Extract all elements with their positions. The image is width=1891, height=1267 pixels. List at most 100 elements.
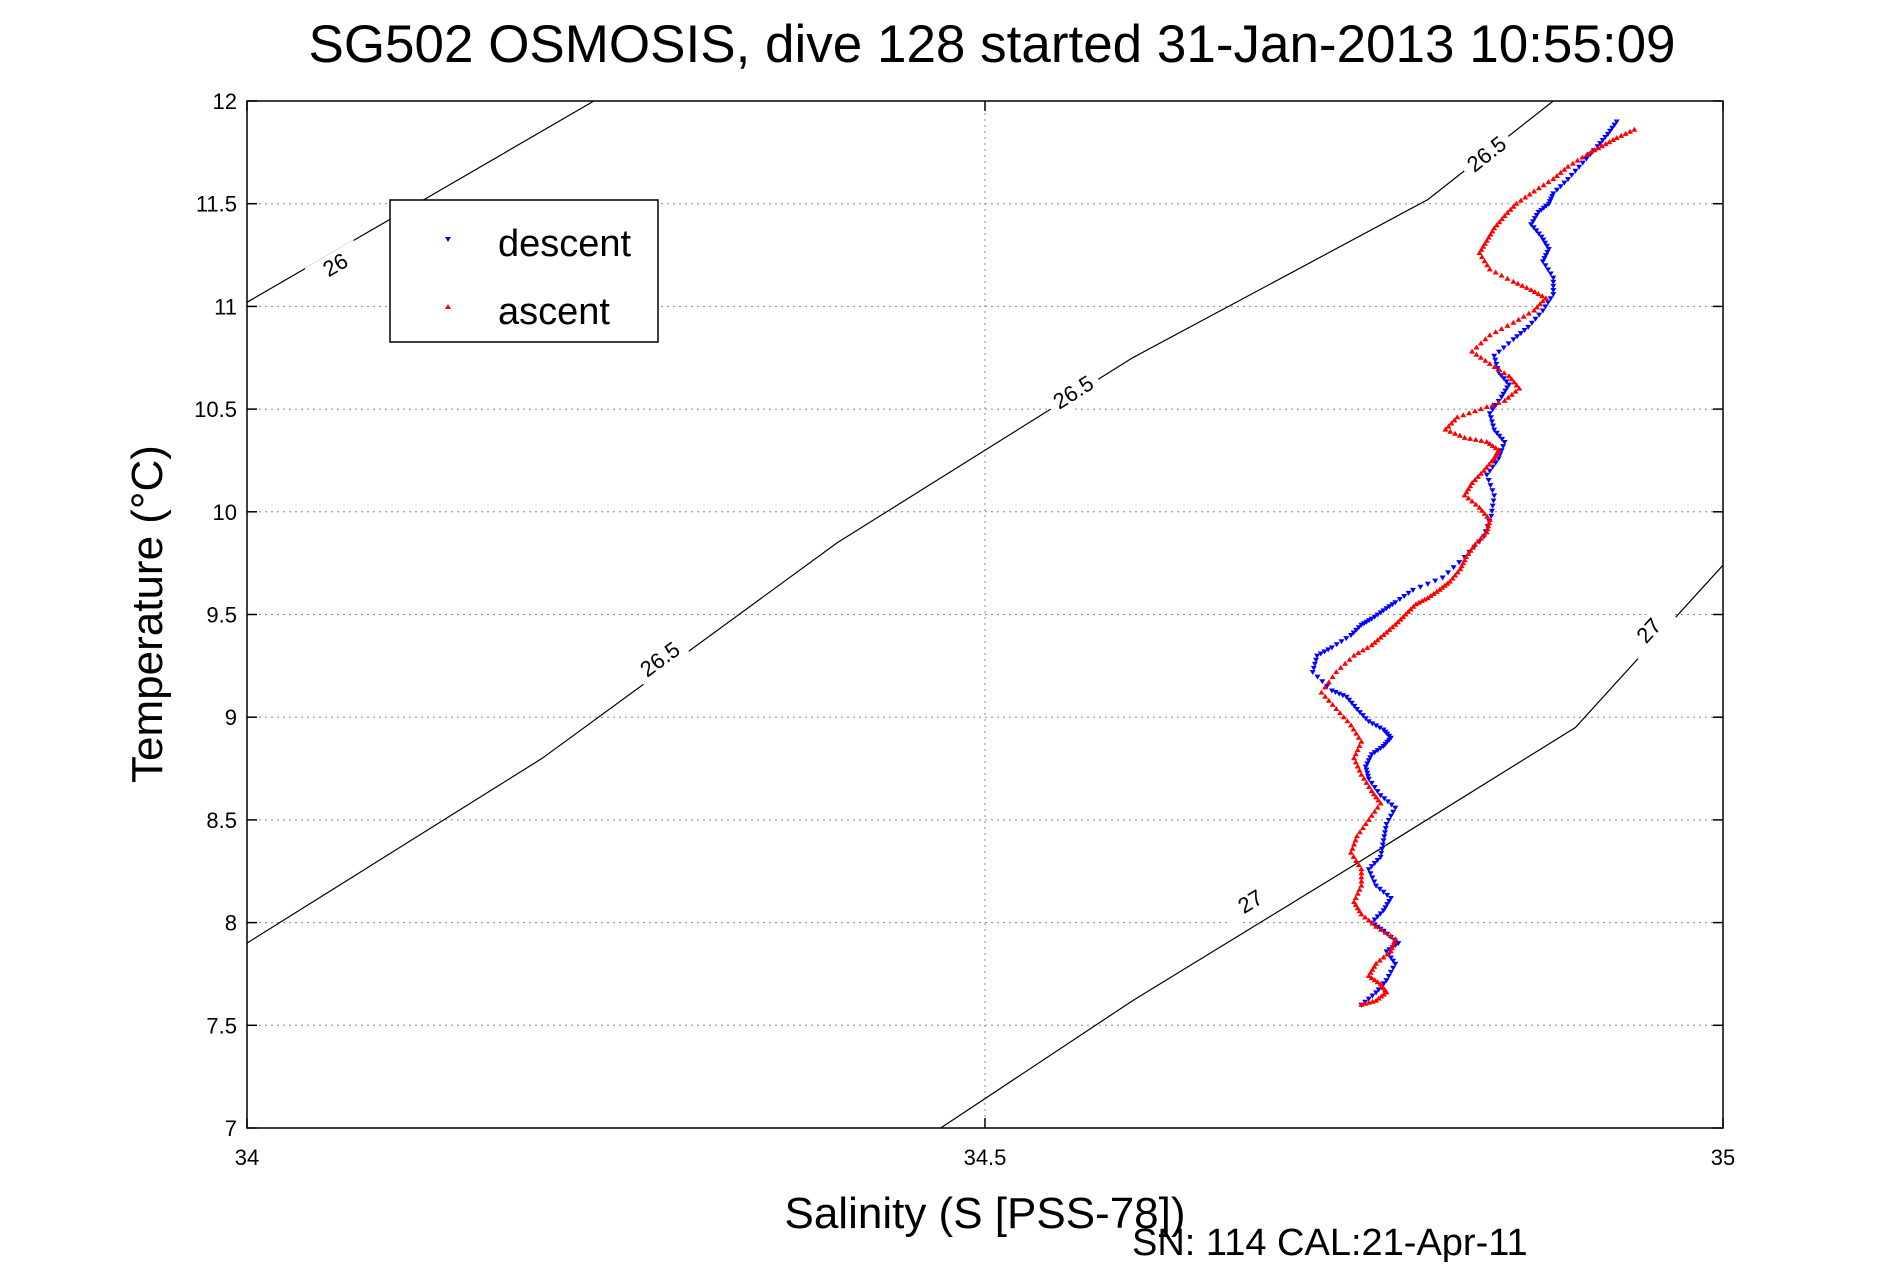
data-point-descent	[1568, 172, 1575, 178]
data-point-ascent	[1461, 492, 1468, 498]
data-point-ascent	[1540, 182, 1547, 188]
legend-ascent-label: ascent	[498, 291, 610, 333]
data-point-descent	[1371, 917, 1378, 923]
data-point-ascent	[1348, 849, 1354, 855]
data-point-ascent	[1350, 853, 1357, 859]
data-point-ascent	[1606, 139, 1613, 145]
data-point-ascent	[1391, 939, 1398, 945]
data-point-ascent	[1531, 307, 1538, 313]
data-point-descent	[1380, 608, 1387, 614]
data-point-descent	[1506, 382, 1512, 388]
contour-label-mask	[1456, 126, 1517, 182]
data-point-ascent	[1444, 580, 1451, 586]
data-point-ascent	[1504, 275, 1511, 281]
data-point-ascent	[1477, 340, 1484, 346]
data-point-ascent	[1333, 669, 1340, 674]
data-point-descent	[1500, 376, 1507, 382]
data-point-ascent	[1377, 634, 1384, 640]
x-tick-label: 35	[1711, 1145, 1735, 1170]
data-point-ascent	[1358, 882, 1365, 888]
data-point-ascent	[1352, 759, 1359, 765]
data-point-ascent	[1346, 656, 1353, 662]
data-point-ascent	[1496, 219, 1503, 225]
data-point-descent	[1373, 883, 1380, 889]
data-point-descent	[1490, 423, 1497, 429]
data-point-ascent	[1350, 726, 1357, 732]
data-point-ascent	[1489, 443, 1496, 449]
data-point-ascent	[1370, 791, 1377, 797]
data-point-ascent	[1587, 149, 1594, 155]
data-point-ascent	[1356, 886, 1363, 892]
data-point-ascent	[1359, 647, 1366, 653]
data-point-ascent	[1465, 495, 1472, 501]
data-point-descent	[1550, 191, 1557, 197]
axis-ticks: 34 34.5 35 7 7.5 8 8.5 9 9.5 10 10.5 11 11.5 12	[194, 89, 1735, 1170]
data-point-ascent	[1508, 391, 1515, 397]
data-point-ascent	[1364, 644, 1371, 650]
data-point-ascent	[1510, 319, 1517, 325]
data-point-ascent	[1522, 194, 1529, 200]
data-point-ascent	[1369, 920, 1376, 926]
data-point-descent	[1486, 411, 1493, 417]
chart-title: SG502 OSMOSIS, dive 128 started 31-Jan-2…	[308, 15, 1675, 74]
contour-label-mask	[1042, 366, 1105, 419]
data-point-ascent	[1382, 929, 1389, 935]
data-point-ascent	[1550, 176, 1557, 182]
data-point-ascent	[1535, 291, 1542, 297]
data-point-ascent	[1456, 432, 1463, 438]
data-point-ascent	[1472, 541, 1478, 547]
data-point-ascent	[1407, 606, 1414, 612]
y-tick-label: 8	[225, 911, 237, 936]
data-point-ascent	[1400, 614, 1407, 620]
data-point-ascent	[1557, 169, 1564, 175]
data-point-ascent	[1387, 948, 1394, 954]
data-point-ascent	[1356, 767, 1363, 773]
data-point-descent	[1387, 896, 1394, 901]
data-point-descent	[1374, 914, 1381, 920]
data-point-ascent	[1358, 911, 1365, 917]
data-point-descent	[1401, 594, 1408, 599]
data-point-ascent	[1469, 348, 1476, 354]
legend: descent ascent	[389, 199, 659, 343]
data-point-ascent	[1452, 430, 1459, 436]
data-point-ascent	[1467, 547, 1474, 553]
data-point-ascent	[1539, 293, 1546, 299]
data-point-ascent	[1486, 266, 1493, 272]
data-point-ascent	[1342, 660, 1349, 666]
data-point-descent	[1604, 131, 1611, 137]
data-point-descent	[1328, 645, 1335, 651]
data-point-ascent	[1318, 689, 1325, 695]
data-point-ascent	[1528, 287, 1535, 292]
data-point-ascent	[1475, 473, 1481, 479]
data-point-ascent	[1375, 995, 1382, 1001]
data-point-ascent	[1451, 417, 1458, 423]
data-point-ascent	[1322, 693, 1329, 699]
data-point-ascent	[1371, 977, 1378, 983]
data-point-ascent	[1479, 507, 1485, 513]
data-point-descent	[1525, 324, 1532, 330]
data-point-ascent	[1513, 200, 1520, 206]
data-point-ascent	[1354, 763, 1361, 769]
data-point-ascent	[1362, 821, 1369, 826]
data-point-ascent	[1495, 399, 1502, 405]
data-point-ascent	[1493, 222, 1500, 228]
data-point-ascent	[1618, 132, 1625, 138]
data-point-ascent	[1486, 461, 1493, 467]
data-point-ascent	[1424, 595, 1431, 601]
data-point-ascent	[1467, 435, 1474, 441]
data-point-ascent	[1501, 397, 1508, 403]
data-point-ascent	[1402, 611, 1409, 617]
data-point-descent	[1599, 138, 1606, 143]
data-point-descent	[1382, 826, 1389, 832]
data-point-ascent	[1368, 812, 1375, 818]
data-point-ascent	[1355, 734, 1362, 740]
data-point-ascent	[1322, 684, 1329, 690]
data-point-ascent	[1413, 601, 1419, 607]
data-point-descent	[1353, 627, 1360, 633]
data-point-ascent	[1481, 258, 1488, 264]
data-point-descent	[1550, 275, 1557, 281]
data-point-ascent	[1569, 160, 1576, 166]
data-point-descent	[1321, 649, 1328, 655]
data-point-descent	[1314, 653, 1321, 659]
y-tick-label: 11.5	[196, 192, 237, 217]
